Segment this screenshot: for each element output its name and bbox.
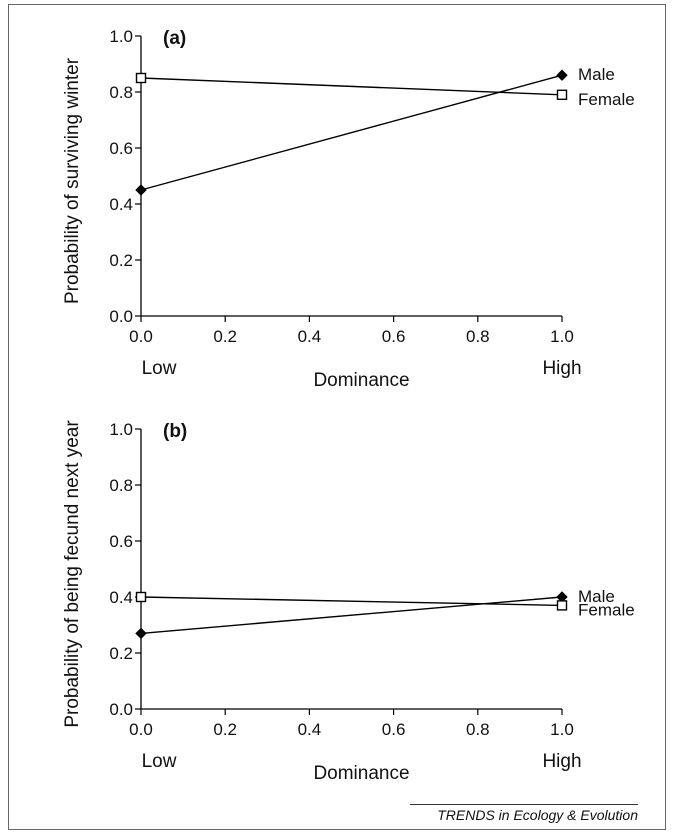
panel-b-y-tick-label: 0.0 (109, 700, 133, 719)
panel-b-legend-male: Male (578, 587, 615, 606)
panel-a-legend-female: Female (578, 90, 635, 109)
panel-a-y-tick-label: 0.2 (109, 251, 133, 270)
panel-b-y-tick-label: 0.6 (109, 532, 133, 551)
panel-b-y-tick-label: 0.4 (109, 588, 133, 607)
panel-a-panel-label: (a) (163, 28, 186, 49)
panel-b-x-tick-label: 0.0 (129, 720, 153, 739)
panel-b-x-tick-label: 0.8 (466, 720, 490, 739)
panel-b-female-point (135, 591, 147, 603)
panel-a-y-tick-label: 0.0 (109, 307, 133, 326)
panel-a-y-tick-label: 0.8 (109, 83, 133, 102)
panel-b-x-tick-label: 0.6 (382, 720, 406, 739)
panel-b-y-axis-title: Probability of being fecund next year (62, 420, 83, 728)
panel-a-x-tick-label: 0.2 (213, 327, 237, 346)
panel-b-female-point (556, 600, 568, 611)
panel-a-x-tick-label: 1.0 (550, 327, 574, 346)
panel-a-y-tick-label: 0.4 (109, 195, 133, 214)
panel-a-x-end-label-high: High (542, 358, 581, 379)
panel-a-x-end-label-low: Low (142, 358, 177, 379)
panel-a-female-point (556, 89, 568, 101)
panel-a-male-point (135, 184, 147, 196)
panel-b-male-point (135, 627, 147, 640)
panel-a-y-axis-title: Probability of surviving winter (62, 57, 83, 304)
panel-b-male-line (140, 596, 563, 635)
panel-b-y-tick-label: 1.0 (109, 420, 133, 439)
panel-a-x-tick-label: 0.4 (298, 327, 322, 346)
panel-a-x-tick-label: 0.8 (466, 327, 490, 346)
panel-a-x-tick-label: 0.6 (382, 327, 406, 346)
panel-a-female-line (140, 77, 563, 96)
panel-b-legend-female: Female (578, 600, 635, 619)
panel-a-y-tick-label: 1.0 (109, 27, 133, 46)
panel-a-female-point (135, 72, 147, 84)
panel-a-x-axis-title: Dominance (313, 370, 409, 391)
panel-a-x-tick-label: 0.0 (129, 327, 153, 346)
credit-line: TRENDS in Ecology & Evolution (410, 804, 638, 825)
figure-frame (8, 4, 666, 830)
panel-a-legend-male: Male (578, 65, 615, 84)
panel-b-x-end-label-low: Low (142, 751, 177, 772)
panel-b-y-tick-label: 0.8 (109, 476, 133, 495)
panel-b-x-axis-title: Dominance (313, 763, 409, 784)
panel-b-panel-label: (b) (163, 421, 187, 442)
panel-b-x-tick-label: 1.0 (550, 720, 574, 739)
panel-b-x-tick-label: 0.2 (213, 720, 237, 739)
journal-credit: TRENDS in Ecology & Evolution (437, 807, 638, 823)
panel-a-y-tick-label: 0.6 (109, 139, 133, 158)
panel-b-female-line (140, 596, 563, 607)
panel-a-male-point (556, 69, 568, 81)
panel-a-male-line (140, 74, 563, 191)
panel-b-x-end-label-high: High (542, 751, 581, 772)
panel-b-x-tick-label: 0.4 (298, 720, 322, 739)
panel-b-y-tick-label: 0.2 (109, 644, 133, 663)
